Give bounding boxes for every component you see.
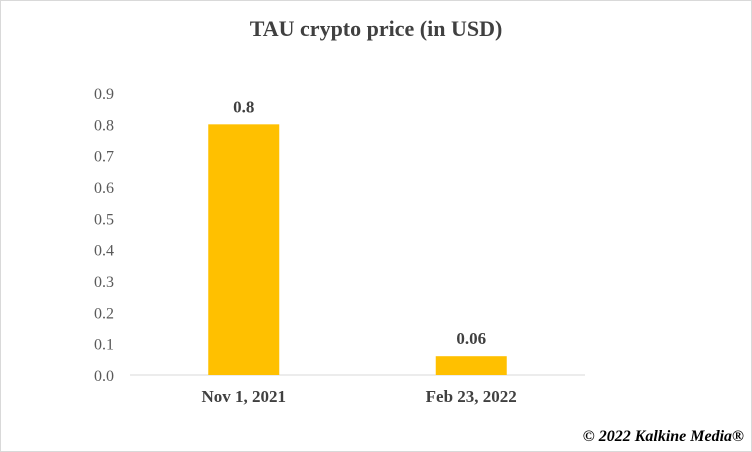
y-tick-label: 0.9	[94, 86, 114, 103]
bar	[208, 124, 280, 375]
data-label: 0.8	[233, 97, 254, 116]
y-tick-label: 0.4	[94, 243, 114, 260]
x-tick-label: Feb 23, 2022	[426, 387, 517, 406]
y-tick-label: 0.1	[94, 337, 114, 354]
y-tick-label: 0.8	[94, 117, 114, 134]
data-labels: 0.8 0.06	[233, 97, 486, 348]
chart-title: TAU crypto price (in USD)	[249, 16, 503, 41]
y-tick-label: 0.3	[94, 274, 114, 291]
copyright-notice: © 2022 Kalkine Media®	[582, 428, 744, 445]
bars	[208, 124, 507, 375]
y-tick-label: 0.2	[94, 305, 114, 322]
y-tick-label: 0.6	[94, 180, 114, 197]
bar	[435, 356, 507, 375]
data-label: 0.06	[456, 329, 486, 348]
y-tick-label: 0.5	[94, 211, 114, 228]
x-tick-label: Nov 1, 2021	[201, 387, 286, 406]
x-axis-ticks: Nov 1, 2021 Feb 23, 2022	[201, 387, 516, 406]
y-tick-label: 0.7	[94, 149, 114, 166]
y-tick-label: 0.0	[94, 368, 114, 385]
y-axis-ticks: 0.0 0.1 0.2 0.3 0.4 0.5 0.6 0.7 0.8 0.9	[94, 86, 114, 385]
